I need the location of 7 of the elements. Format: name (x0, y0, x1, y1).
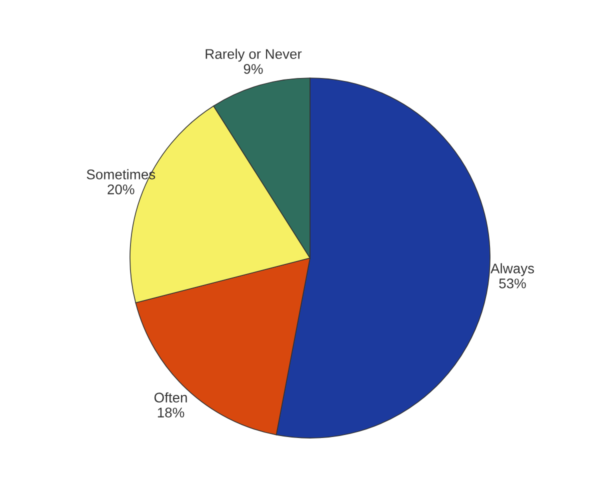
data-label: 20% (108, 184, 134, 194)
data-label: 18% (158, 408, 184, 418)
data-label: 53% (499, 278, 526, 288)
slice-label: Always (490, 263, 534, 276)
data-label: 9% (244, 64, 263, 74)
slice-label: Rarely or Never (206, 48, 302, 62)
slice-label: Often (154, 392, 187, 403)
